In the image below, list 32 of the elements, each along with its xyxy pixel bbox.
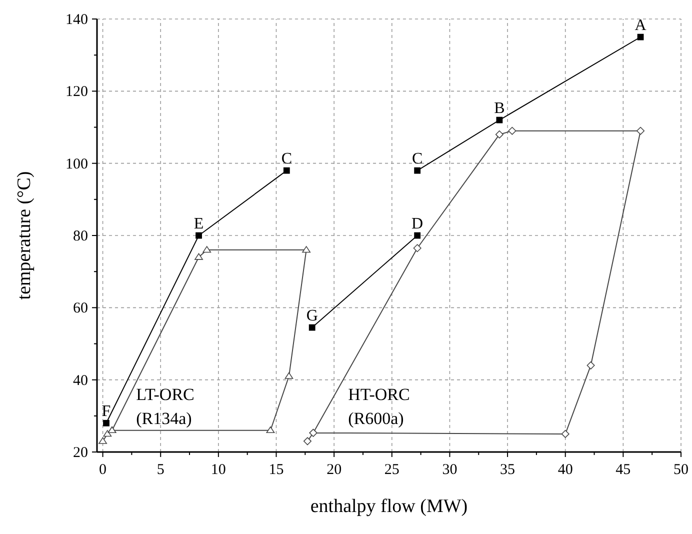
x-tick-label: 20 [326,462,342,478]
y-tick-label: 140 [66,12,88,28]
y-tick-label: 40 [73,372,88,389]
y-axis-title: temperature (°C) [14,171,35,300]
annotation: C [281,150,292,168]
y-tick-label: 120 [66,84,88,100]
x-tick-label: 5 [156,462,164,478]
y-tick-label: 100 [66,156,88,172]
x-tick-label: 50 [674,462,688,478]
annotation: E [194,216,204,232]
annotation: HT-ORC [348,385,410,404]
x-tick-label: 10 [210,462,226,478]
x-tick-label: 35 [500,462,516,478]
x-axis-title: enthalpy flow (MW) [310,496,468,517]
x-tick-label: 30 [442,462,458,478]
x-tick-label: 15 [268,462,284,478]
annotation: (R600a) [348,409,404,428]
annotation: D [412,216,424,232]
y-tick-label: 80 [73,228,88,244]
annotation: A [634,17,647,34]
annotation: (R134a) [136,409,192,428]
annotation: F [102,403,111,420]
annotation: LT-ORC [136,385,194,404]
x-tick-label: 0 [99,462,107,478]
x-tick-label: 40 [558,462,573,478]
x-tick-label: 25 [384,462,400,478]
y-tick-label: 60 [73,300,88,317]
annotation: G [306,308,318,325]
annotation: B [494,100,505,118]
annotation: C [412,150,423,168]
y-tick-label: 20 [73,445,88,461]
x-tick-label: 45 [616,462,631,478]
